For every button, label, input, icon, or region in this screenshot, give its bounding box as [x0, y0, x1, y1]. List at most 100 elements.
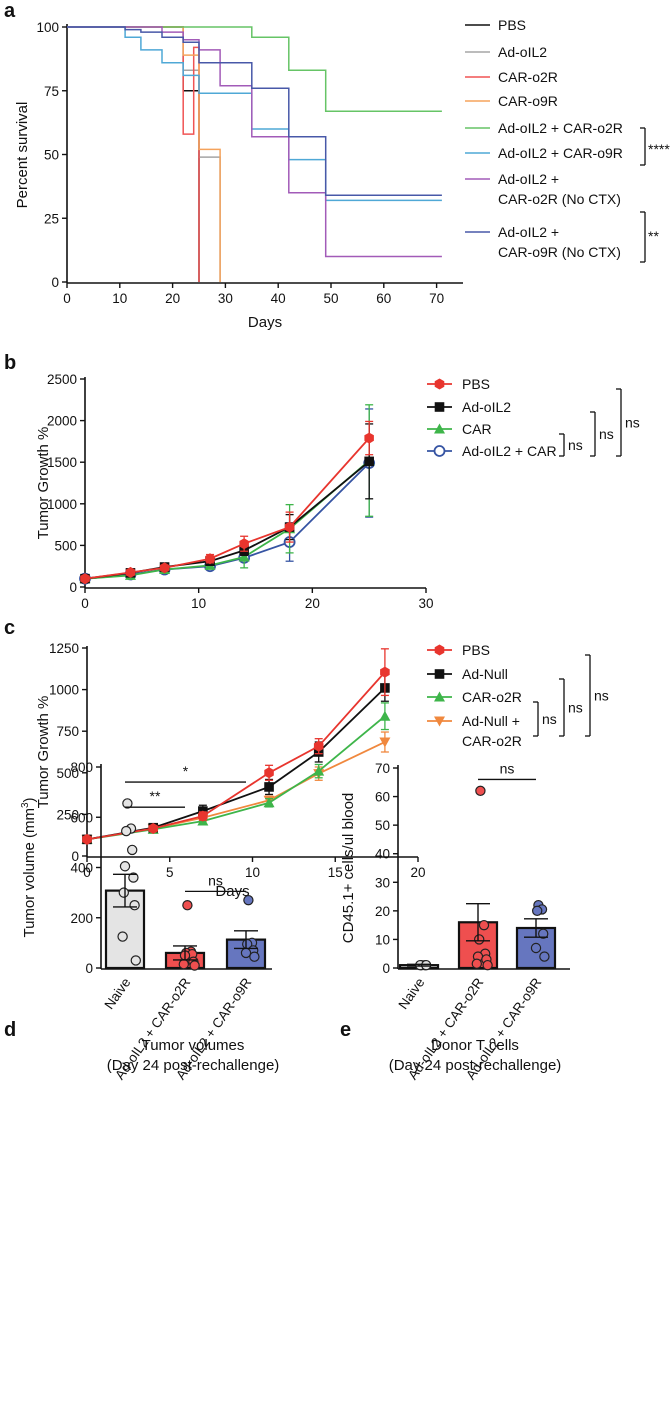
y-tick-label: 30	[375, 875, 390, 890]
y-tick-label: 0	[71, 849, 79, 864]
data-point	[129, 899, 140, 911]
y-tick-label: 400	[70, 861, 93, 876]
data-point	[264, 767, 274, 779]
data-point	[82, 833, 92, 845]
y-axis-title: CD45.1+ cells/ul blood	[340, 793, 357, 944]
legend-label: PBS	[462, 376, 490, 392]
survival-line-8	[67, 26, 442, 197]
y-tick-label: 1250	[49, 641, 79, 656]
data-point	[364, 432, 374, 444]
legend-swatch-marker	[434, 378, 445, 390]
sig-label: **	[648, 228, 659, 244]
panel-b: b 0 10 20 30 0 500 1000 1500 2000 2500 Tumor Growth…	[4, 352, 640, 611]
data-point	[284, 521, 295, 533]
x-tick-label: 40	[271, 291, 286, 306]
y-tick-label: 500	[56, 766, 79, 781]
y-axis-title-end: )	[21, 797, 38, 802]
y-tick-label: 2000	[47, 414, 77, 429]
legend-label: Ad-oIL2	[498, 44, 547, 60]
data-point	[159, 562, 170, 574]
y-tick-label: 250	[56, 807, 79, 822]
y-tick-label: 60	[375, 790, 390, 805]
data-point	[379, 710, 391, 721]
chart-title: Tumor volumes	[142, 1037, 245, 1054]
y-tick-label: 50	[44, 148, 59, 163]
x-tick-label: 0	[81, 596, 89, 611]
sig-label: ns	[625, 415, 640, 431]
data-point	[198, 810, 208, 822]
y-tick-label: 75	[44, 84, 59, 99]
x-tick-label: 0	[83, 865, 91, 880]
legend-label: Ad-oIL2	[462, 399, 511, 415]
data-point	[178, 959, 189, 970]
legend-label: CAR-o9R	[498, 93, 558, 109]
y-axis-title-main: Tumor volume (mm	[21, 808, 38, 937]
y-tick-label: 100	[36, 20, 59, 35]
data-point	[313, 740, 324, 752]
sig-label: ns	[568, 700, 583, 716]
x-tick-label: 5	[166, 865, 174, 880]
data-point	[263, 797, 275, 808]
chart-subtitle: (Day 24 post-rechallenge)	[389, 1057, 562, 1074]
series-1	[80, 420, 374, 585]
data-point	[130, 955, 141, 966]
legend-swatch-marker	[434, 644, 445, 656]
y-axis-title: Tumor Growth %	[35, 427, 52, 540]
x-tick-label: 60	[376, 291, 391, 306]
panel-e: e Donor T cells (Day 24 post-rechallenge) 0…	[340, 760, 570, 1082]
legend: PBS Ad-oIL2 CAR Ad-oIL2 + CAR	[427, 376, 557, 459]
sig-label: ****	[648, 141, 670, 157]
y-tick-label: 70	[375, 761, 390, 776]
legend-swatch-marker	[434, 691, 445, 702]
y-tick-label: 50	[375, 818, 390, 833]
data-point	[530, 942, 542, 954]
series-4	[79, 408, 376, 585]
legend-label: Ad-oIL2 + CAR-o2R	[498, 120, 623, 136]
y-axis-title: Percent survival	[14, 102, 31, 209]
legend-label: PBS	[498, 17, 526, 33]
chart-title: Donor T cells	[431, 1037, 519, 1054]
data-point	[478, 919, 490, 931]
legend-label: Ad-Null +	[462, 713, 520, 729]
data-point	[538, 928, 549, 939]
y-tick-label: 2500	[47, 372, 77, 387]
legend-swatch-marker	[434, 716, 445, 727]
legend-label: CAR-o9R (No CTX)	[498, 244, 621, 260]
x-tick-label: 10	[191, 596, 206, 611]
legend-swatch-marker	[434, 423, 445, 434]
y-axis-title-sup: 3	[20, 802, 31, 808]
x-tick-label: 20	[305, 596, 320, 611]
survival-line-3	[67, 26, 200, 282]
data-point	[238, 551, 250, 562]
data-point	[122, 798, 133, 809]
survival-line-5	[67, 26, 442, 112]
series-1	[82, 648, 390, 845]
panel-letter-d: d	[4, 1019, 16, 1041]
survival-line-1	[67, 26, 200, 282]
chart-subtitle: (Day 24 post-rechallenge)	[107, 1057, 280, 1074]
panel-letter-c: c	[4, 617, 15, 639]
y-tick-label: 40	[375, 847, 390, 862]
data-point	[128, 872, 139, 883]
panel-letter-b: b	[4, 352, 16, 374]
y-tick-label: 600	[70, 810, 93, 825]
y-tick-label: 0	[51, 275, 59, 290]
data-point	[380, 666, 390, 678]
series-line	[86, 671, 386, 841]
data-point	[249, 951, 260, 962]
y-tick-label: 10	[375, 932, 390, 947]
panel-a: a 0 10 20 30 40 50 60 70 0 25 50 75 100 Days Percent su…	[4, 0, 670, 331]
data-point	[119, 861, 131, 872]
y-tick-label: 0	[382, 961, 390, 976]
data-point	[118, 887, 130, 898]
data-point	[474, 934, 485, 945]
data-point	[264, 782, 274, 792]
legend-label: Ad-oIL2 +	[498, 224, 559, 240]
data-point	[421, 959, 432, 971]
survival-line-4	[67, 26, 221, 282]
data-point	[117, 931, 128, 942]
legend-swatch-marker	[433, 445, 446, 457]
legend-label: PBS	[462, 642, 490, 658]
y-tick-label: 25	[44, 211, 59, 226]
data-point	[471, 958, 482, 969]
